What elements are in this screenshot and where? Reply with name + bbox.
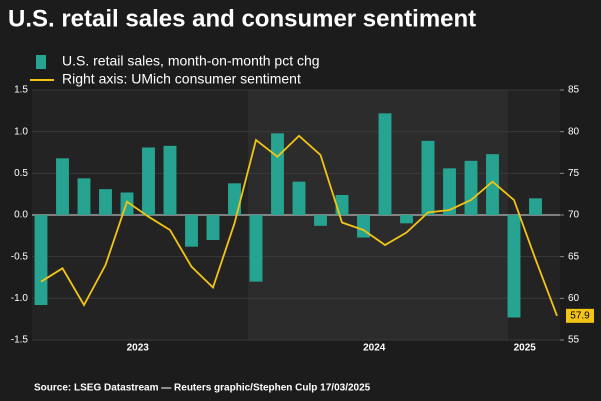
bar <box>228 183 241 215</box>
bar <box>400 215 413 224</box>
bar <box>185 215 198 247</box>
y2-tick-label: 80 <box>568 126 580 137</box>
x-tick-label: 2023 <box>127 343 150 354</box>
bar <box>56 158 69 215</box>
y2-tick-label: 55 <box>568 335 580 346</box>
y-tick-label: 1.5 <box>14 85 28 96</box>
bar <box>292 181 306 215</box>
y2-tick-label: 70 <box>568 210 580 221</box>
bar <box>77 178 91 215</box>
y-tick-label: 0.0 <box>14 210 28 221</box>
bar <box>142 147 155 215</box>
bar <box>507 215 521 318</box>
bar <box>443 168 456 215</box>
y2-tick-label: 75 <box>568 168 580 179</box>
y2-tick-label: 60 <box>568 293 580 304</box>
bar <box>486 154 499 215</box>
y-tick-label: 1.0 <box>14 126 28 137</box>
bar <box>34 215 48 305</box>
x-tick-label: 2025 <box>514 343 537 354</box>
bar <box>378 113 392 215</box>
y2-tick-label: 85 <box>568 85 580 96</box>
y-tick-label: -1.0 <box>11 293 29 304</box>
bar <box>529 198 542 215</box>
value-label: 57.9 <box>570 310 590 321</box>
bar <box>314 215 327 226</box>
line <box>40 134 558 317</box>
y-tick-label: 0.5 <box>14 168 28 179</box>
bar <box>249 215 263 282</box>
bar <box>271 133 284 215</box>
legend-label: Right axis: UMich consumer sentiment <box>62 71 301 87</box>
bar <box>464 160 478 215</box>
bar <box>421 140 435 215</box>
x-tick-label: 2024 <box>363 343 386 354</box>
bar <box>206 215 220 240</box>
bar <box>163 145 177 215</box>
legend-swatch <box>36 55 46 69</box>
y-tick-label: -1.5 <box>11 335 29 346</box>
chart-title: U.S. retail sales and consumer sentiment <box>8 5 476 32</box>
source: Source: LSEG Datastream — Reuters graphi… <box>34 383 371 394</box>
y-tick-label: -0.5 <box>11 251 29 262</box>
y2-tick-label: 65 <box>568 251 580 262</box>
legend-label: U.S. retail sales, month-on-month pct ch… <box>62 53 320 69</box>
value-label-box <box>566 308 594 323</box>
bar <box>335 195 349 215</box>
bar <box>99 189 112 215</box>
